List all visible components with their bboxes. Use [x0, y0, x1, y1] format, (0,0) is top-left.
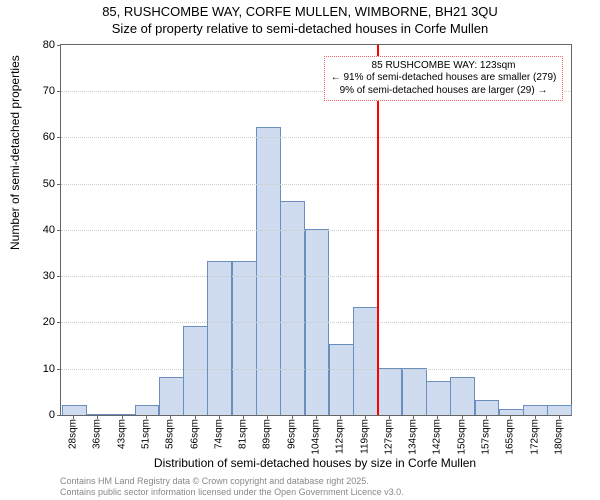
- bar: [523, 405, 548, 415]
- xtick-label: 36sqm: [92, 419, 103, 449]
- footer-attribution: Contains HM Land Registry data © Crown c…: [60, 476, 600, 498]
- xtick-label: 142sqm: [432, 419, 443, 455]
- xtick-label: 28sqm: [68, 419, 79, 449]
- xtick-label: 165sqm: [505, 419, 516, 455]
- footer-line1: Contains HM Land Registry data © Crown c…: [60, 476, 600, 487]
- grid-line: [61, 276, 571, 277]
- bar: [159, 377, 184, 415]
- ytick-label: 40: [43, 224, 55, 236]
- ytick-label: 10: [43, 363, 55, 375]
- ytick-mark: [57, 322, 61, 323]
- xtick-label: 66sqm: [189, 419, 200, 449]
- xtick-label: 51sqm: [141, 419, 152, 449]
- chart-plot-area: 0102030405060708028sqm36sqm43sqm51sqm58s…: [60, 44, 572, 416]
- bar: [183, 326, 208, 415]
- xtick-label: 150sqm: [456, 419, 467, 455]
- xtick-label: 81sqm: [238, 419, 249, 449]
- grid-line: [61, 184, 571, 185]
- xtick-label: 104sqm: [311, 419, 322, 455]
- xtick-label: 134sqm: [408, 419, 419, 455]
- grid-line: [61, 369, 571, 370]
- xtick-label: 180sqm: [553, 419, 564, 455]
- bar: [450, 377, 475, 415]
- annotation-line1: 85 RUSHCOMBE WAY: 123sqm: [331, 60, 557, 73]
- bar: [402, 368, 427, 415]
- bar: [547, 405, 572, 415]
- ytick-label: 60: [43, 131, 55, 143]
- ytick-label: 80: [43, 39, 55, 51]
- ytick-label: 0: [49, 409, 55, 421]
- xtick-label: 96sqm: [286, 419, 297, 449]
- xtick-label: 119sqm: [359, 419, 370, 454]
- ytick-label: 20: [43, 316, 55, 328]
- bar: [280, 201, 305, 415]
- title-line2: Size of property relative to semi-detach…: [0, 21, 600, 38]
- ytick-label: 50: [43, 178, 55, 190]
- bar: [256, 127, 281, 415]
- bar: [110, 414, 135, 415]
- ytick-label: 30: [43, 270, 55, 282]
- y-axis-label: Number of semi-detached properties: [8, 55, 22, 250]
- chart-title: 85, RUSHCOMBE WAY, CORFE MULLEN, WIMBORN…: [0, 0, 600, 38]
- bar: [62, 405, 87, 415]
- ytick-label: 70: [43, 85, 55, 97]
- bar: [207, 261, 232, 415]
- grid-line: [61, 137, 571, 138]
- ytick-mark: [57, 91, 61, 92]
- annotation-line2: ← 91% of semi-detached houses are smalle…: [331, 72, 557, 85]
- bar: [377, 368, 402, 415]
- grid-line: [61, 230, 571, 231]
- bar: [353, 307, 378, 414]
- bar: [475, 400, 500, 415]
- xtick-label: 157sqm: [481, 419, 492, 455]
- title-line1: 85, RUSHCOMBE WAY, CORFE MULLEN, WIMBORN…: [0, 4, 600, 21]
- xtick-label: 58sqm: [165, 419, 176, 449]
- ytick-mark: [57, 415, 61, 416]
- xtick-label: 172sqm: [529, 419, 540, 455]
- xtick-label: 43sqm: [116, 419, 127, 449]
- grid-line: [61, 322, 571, 323]
- ytick-mark: [57, 276, 61, 277]
- ytick-mark: [57, 184, 61, 185]
- annotation-box: 85 RUSHCOMBE WAY: 123sqm← 91% of semi-de…: [324, 56, 564, 102]
- bar: [329, 344, 354, 414]
- annotation-line3: 9% of semi-detached houses are larger (2…: [331, 85, 557, 98]
- x-axis-label: Distribution of semi-detached houses by …: [60, 456, 570, 470]
- xtick-label: 127sqm: [383, 419, 394, 455]
- xtick-label: 89sqm: [262, 419, 273, 449]
- ytick-mark: [57, 369, 61, 370]
- xtick-label: 112sqm: [335, 419, 346, 454]
- xtick-label: 74sqm: [213, 419, 224, 449]
- footer-line2: Contains public sector information licen…: [60, 487, 600, 498]
- ytick-mark: [57, 45, 61, 46]
- bar: [426, 381, 451, 414]
- ytick-mark: [57, 137, 61, 138]
- ytick-mark: [57, 230, 61, 231]
- bar: [135, 405, 160, 415]
- bar: [232, 261, 257, 415]
